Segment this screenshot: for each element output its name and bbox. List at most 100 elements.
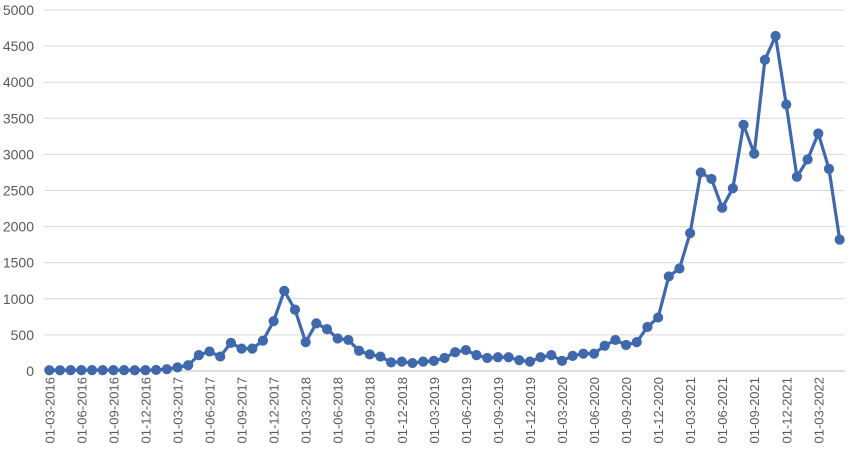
data-point <box>588 348 600 359</box>
y-tick-label: 4000 <box>3 74 34 90</box>
data-point <box>663 271 674 282</box>
data-point <box>717 202 728 213</box>
y-tick-label: 4500 <box>3 38 34 54</box>
x-tick-label: 01-12-2021 <box>779 377 794 444</box>
data-point <box>631 337 642 348</box>
data-point <box>770 30 781 42</box>
x-tick-label: 01-06-2016 <box>74 377 89 444</box>
data-point <box>311 318 322 329</box>
x-tick-label: 01-09-2017 <box>235 377 250 444</box>
data-point <box>215 351 226 362</box>
data-point <box>108 365 119 376</box>
x-tick-label: 01-12-2020 <box>651 377 666 444</box>
data-point <box>375 351 386 362</box>
series-points <box>44 30 845 376</box>
data-point <box>695 167 706 178</box>
x-tick-label: 01-12-2016 <box>138 377 153 444</box>
data-point <box>44 365 55 376</box>
data-point <box>396 356 407 367</box>
data-point <box>183 360 194 371</box>
data-point <box>76 365 87 376</box>
y-tick-label: 1000 <box>3 291 34 307</box>
data-point <box>471 350 482 361</box>
data-point <box>236 343 247 354</box>
data-point <box>546 350 557 361</box>
y-tick-label: 2000 <box>3 219 34 235</box>
x-tick-label: 01-03-2017 <box>171 377 186 444</box>
y-tick-label: 1500 <box>3 255 34 271</box>
y-tick-label: 3000 <box>3 146 34 162</box>
data-point <box>86 365 98 376</box>
data-point <box>353 345 365 356</box>
data-point <box>749 148 760 159</box>
data-point <box>834 234 845 245</box>
data-point <box>567 350 578 361</box>
x-tick-label: 01-09-2018 <box>363 377 378 444</box>
data-point <box>823 163 835 174</box>
data-point <box>247 343 258 354</box>
x-tick-label: 01-03-2021 <box>683 377 698 444</box>
x-axis-tick-labels: 01-03-2016 01-06-2016 01-09-2016 01-12-2016… <box>42 377 826 444</box>
data-point <box>653 312 664 323</box>
data-point <box>791 171 803 182</box>
data-point <box>578 348 589 359</box>
x-tick-label: 01-09-2021 <box>747 377 762 444</box>
data-point <box>161 364 172 375</box>
data-point <box>813 128 824 139</box>
data-point <box>492 352 503 363</box>
data-point <box>706 173 717 185</box>
gridlines <box>44 9 845 336</box>
y-tick-label: 5000 <box>3 2 34 18</box>
data-point <box>482 352 493 364</box>
x-tick-label: 01-03-2018 <box>299 377 314 444</box>
data-point <box>674 263 685 274</box>
data-point <box>727 183 738 194</box>
data-point <box>257 335 269 346</box>
data-point <box>685 228 696 239</box>
data-point <box>279 285 290 296</box>
data-point <box>289 304 301 315</box>
data-point <box>65 365 76 376</box>
x-tick-label: 01-03-2022 <box>811 377 826 444</box>
data-point <box>193 350 204 361</box>
x-tick-label: 01-12-2019 <box>523 377 538 444</box>
data-point <box>140 365 151 376</box>
data-point <box>781 99 792 110</box>
data-point <box>54 365 66 376</box>
data-point <box>332 333 343 344</box>
data-point <box>300 337 311 348</box>
data-point <box>460 344 471 356</box>
data-point <box>343 334 354 346</box>
y-tick-label: 500 <box>11 327 35 343</box>
data-point <box>428 355 439 366</box>
y-tick-label: 3500 <box>3 110 34 126</box>
data-point <box>364 349 375 360</box>
data-point <box>268 316 279 327</box>
data-point <box>738 119 749 130</box>
x-tick-label: 01-09-2019 <box>491 377 506 444</box>
data-point <box>151 364 162 376</box>
x-tick-label: 01-09-2020 <box>619 377 634 444</box>
x-tick-label: 01-12-2017 <box>267 377 282 444</box>
x-tick-label: 01-06-2021 <box>715 377 730 444</box>
data-point <box>450 347 461 358</box>
y-tick-label: 2500 <box>3 183 34 199</box>
y-axis-tick-labels: 0 500 1000 1500 2000 2500 3000 3500 4000 4500 5000 <box>3 2 34 379</box>
x-tick-label: 01-03-2020 <box>555 377 570 444</box>
data-point <box>386 357 397 368</box>
x-tick-label: 01-12-2018 <box>395 377 410 444</box>
data-point <box>97 365 108 376</box>
x-tick-label: 01-06-2018 <box>331 377 346 444</box>
data-point <box>439 352 450 364</box>
data-point <box>172 362 183 373</box>
data-point <box>503 352 514 363</box>
data-point <box>225 337 236 348</box>
data-point <box>535 352 546 363</box>
data-point <box>642 321 653 333</box>
x-tick-label: 01-03-2019 <box>427 377 442 444</box>
data-point <box>119 365 130 376</box>
x-tick-label: 01-06-2019 <box>459 377 474 444</box>
data-point <box>759 54 771 65</box>
data-point <box>620 339 632 351</box>
